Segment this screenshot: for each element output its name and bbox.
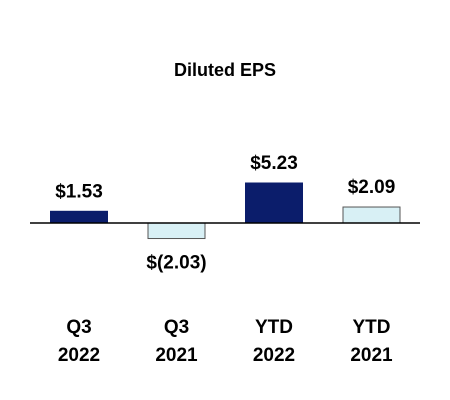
bar	[342, 206, 401, 224]
value-label: $2.09	[348, 177, 396, 198]
value-label: $1.53	[55, 181, 103, 202]
bar	[50, 210, 108, 224]
bar	[245, 182, 303, 224]
x-tick-label: YTD 2022	[252, 317, 296, 366]
x-tick-label: Q3 2021	[155, 317, 198, 366]
value-label: $5.23	[250, 153, 298, 174]
x-tick-label: Q3 2022	[57, 317, 101, 366]
value-label: $(2.03)	[146, 253, 206, 274]
chart-title: Diluted EPS	[174, 60, 276, 80]
x-tick-label: YTD 2021	[350, 317, 393, 366]
bar	[147, 222, 206, 240]
